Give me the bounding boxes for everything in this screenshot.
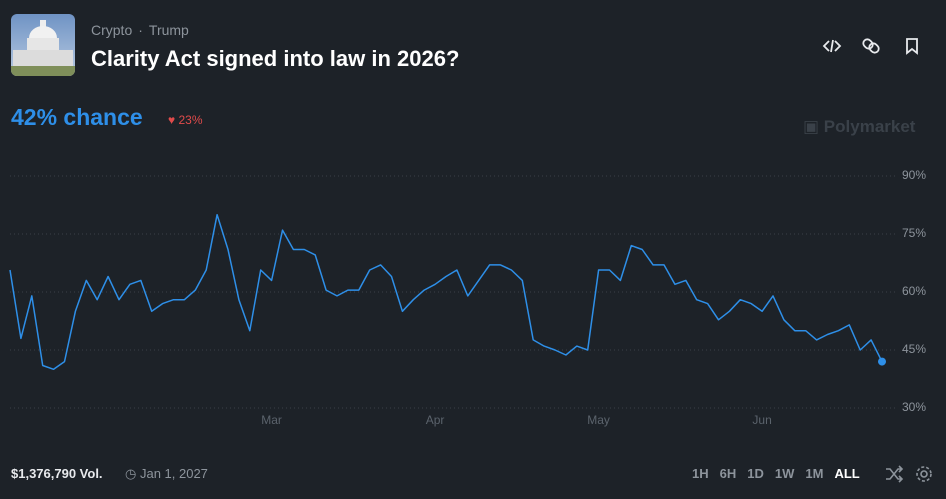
bookmark-button[interactable] [906, 38, 918, 55]
end-date: ◷ Jan 1, 2027 [125, 466, 208, 481]
capitol-image [11, 14, 75, 76]
y-tick-label: 30% [902, 400, 926, 414]
change-value: 23% [178, 113, 203, 127]
chart-tools [884, 464, 934, 489]
chance: 42% chance [11, 104, 143, 130]
action-icons [822, 38, 918, 55]
link-button[interactable] [862, 38, 881, 55]
range-button[interactable]: 6H [719, 466, 737, 481]
actions [822, 36, 922, 61]
settings-button[interactable] [916, 466, 932, 482]
volume: $1,376,790 Vol. [11, 466, 103, 481]
x-tick-label: Mar [261, 413, 282, 427]
range-button[interactable]: 1W [774, 466, 795, 481]
tool-icons [886, 465, 932, 483]
x-tick-label: Jun [752, 413, 771, 427]
x-tick-label: May [587, 413, 610, 427]
brand: ▣ Polymarket [803, 117, 916, 136]
y-tick-label: 60% [902, 284, 926, 298]
brand-name: Polymarket [823, 117, 916, 136]
x-tick-label: Apr [426, 413, 445, 427]
embed-button[interactable] [822, 39, 842, 53]
tag[interactable]: Crypto [91, 22, 133, 38]
shuffle-button[interactable] [886, 465, 904, 483]
market-image [11, 14, 75, 76]
end-dot [878, 357, 886, 366]
tags: Crypto · Trump [91, 22, 189, 38]
chart: 30% 45% 60% 75% 90% Mar Apr May Jun [9, 168, 926, 427]
y-tick-label: 75% [902, 226, 926, 240]
range-button[interactable]: 1D [747, 466, 764, 481]
range-button[interactable]: 1M [805, 466, 824, 481]
market-title: Clarity Act signed into law in 2026? [91, 46, 460, 71]
y-tick-label: 45% [902, 342, 926, 356]
range-button[interactable]: 1H [692, 466, 709, 481]
end-date-text: Jan 1, 2027 [139, 466, 208, 481]
price-line [9, 213, 883, 371]
change: ♥ 23% [168, 113, 203, 127]
y-tick-label: 90% [902, 168, 926, 182]
range-selector: 1H 6H 1D 1W 1M ALL [692, 466, 860, 481]
range-button[interactable]: ALL [834, 466, 860, 481]
tag[interactable]: Trump [148, 22, 189, 38]
